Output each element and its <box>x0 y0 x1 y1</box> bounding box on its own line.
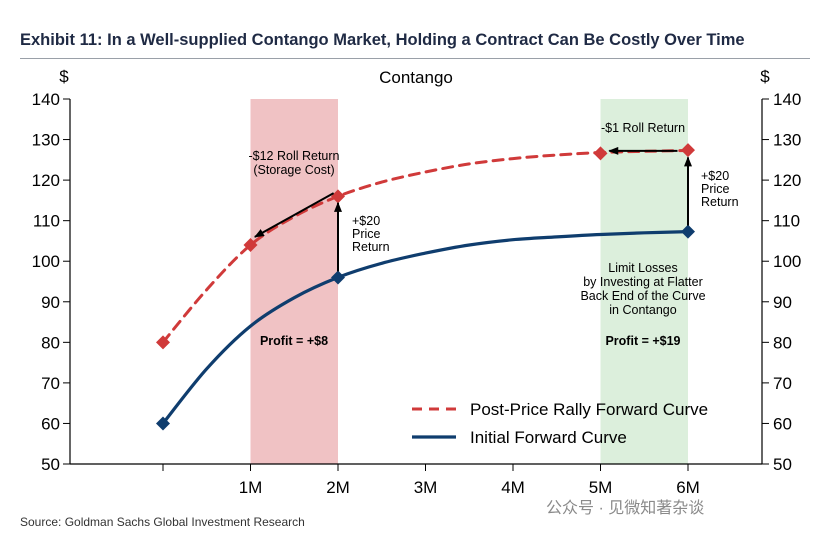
band-red <box>250 99 338 464</box>
x-tick-label: 1M <box>239 478 263 497</box>
annotation-roll-return-left: -$12 Roll Return <box>248 149 339 163</box>
x-tick-label: 4M <box>501 478 525 497</box>
y-tick-label-left: 130 <box>32 131 60 150</box>
marker-post-rally <box>156 335 170 350</box>
marker-post-rally <box>331 189 345 204</box>
annotation-roll-return-right: -$1 Roll Return <box>601 121 685 135</box>
legend: Post-Price Rally Forward Curve Initial Fo… <box>412 400 708 447</box>
axes: 50 50 60 60 70 70 80 80 90 90 100 100 110 110 120 120 13… <box>32 67 802 497</box>
marker-post-rally <box>593 146 608 161</box>
annotation-price-return-right: Price <box>701 182 730 196</box>
series-line-initial <box>161 230 690 425</box>
y-tick-label-right: 80 <box>773 333 792 352</box>
annotation-price-return-left: +$20 <box>352 214 380 228</box>
annotation-price-return-left: Price <box>352 227 381 241</box>
watermark: 公众号 · 见微知著杂谈 <box>546 500 705 517</box>
forward-curves <box>156 143 695 431</box>
y-tick-label-left: 80 <box>41 333 60 352</box>
x-tick-label: 3M <box>414 478 438 497</box>
chart-title: Contango <box>379 68 453 87</box>
title-divider <box>20 58 810 59</box>
annotation-arrows <box>254 146 692 272</box>
y-tick-label-right: 70 <box>773 374 792 393</box>
annotation-labels: -$12 Roll Return(Storage Cost)+$20PriceR… <box>248 121 738 348</box>
y-tick-label-left: 120 <box>32 171 60 190</box>
y-tick-label-left: 50 <box>41 455 60 474</box>
exhibit-title: Exhibit 11: In a Well-supplied Contango … <box>20 31 745 49</box>
legend-label-initial: Initial Forward Curve <box>470 428 627 447</box>
x-tick-label: 6M <box>676 478 700 497</box>
highlight-bands <box>250 99 688 464</box>
y-tick-label-right: 140 <box>773 90 801 109</box>
marker-initial <box>681 224 695 239</box>
y-tick-label-right: 130 <box>773 131 801 150</box>
source-note: Source: Goldman Sachs Global Investment … <box>20 515 305 529</box>
y-tick-label-left: 140 <box>32 90 60 109</box>
legend-label-post-rally: Post-Price Rally Forward Curve <box>470 400 708 419</box>
annotation-profit-left: Profit = +$8 <box>260 334 328 348</box>
y-tick-label-right: 120 <box>773 171 801 190</box>
annotation-limit-losses: Limit Losses <box>608 261 677 275</box>
annotation-price-return-right: +$20 <box>701 169 729 183</box>
y-tick-label-left: 70 <box>41 374 60 393</box>
arrow-roll-return-2m-1m <box>254 192 335 238</box>
y-axis-label-left: $ <box>59 67 69 86</box>
marker-post-rally <box>243 238 258 252</box>
marker-initial <box>331 270 345 285</box>
annotation-price-return-right: Return <box>701 195 739 209</box>
y-tick-label-left: 100 <box>32 252 60 271</box>
annotation-limit-losses: by Investing at Flatter <box>583 275 703 289</box>
y-tick-label-right: 50 <box>773 455 792 474</box>
annotation-profit-right: Profit = +$19 <box>605 334 680 348</box>
y-tick-label-right: 60 <box>773 414 792 433</box>
y-tick-label-left: 60 <box>41 414 60 433</box>
x-tick-label: 5M <box>589 478 613 497</box>
annotation-limit-losses: in Contango <box>609 303 676 317</box>
y-tick-label-left: 90 <box>41 293 60 312</box>
band-green <box>600 99 688 464</box>
y-tick-label-right: 90 <box>773 293 792 312</box>
y-tick-label-right: 100 <box>773 252 801 271</box>
marker-initial <box>156 416 170 431</box>
y-tick-label-left: 110 <box>33 212 60 231</box>
annotation-price-return-left: Return <box>352 240 390 254</box>
y-tick-label-right: 110 <box>773 212 800 231</box>
y-axis-label-right: $ <box>760 67 770 86</box>
annotation-limit-losses: Back End of the Curve <box>580 289 705 303</box>
marker-post-rally <box>681 143 695 158</box>
annotation-roll-return-left: (Storage Cost) <box>253 163 334 177</box>
x-tick-label: 2M <box>326 478 350 497</box>
